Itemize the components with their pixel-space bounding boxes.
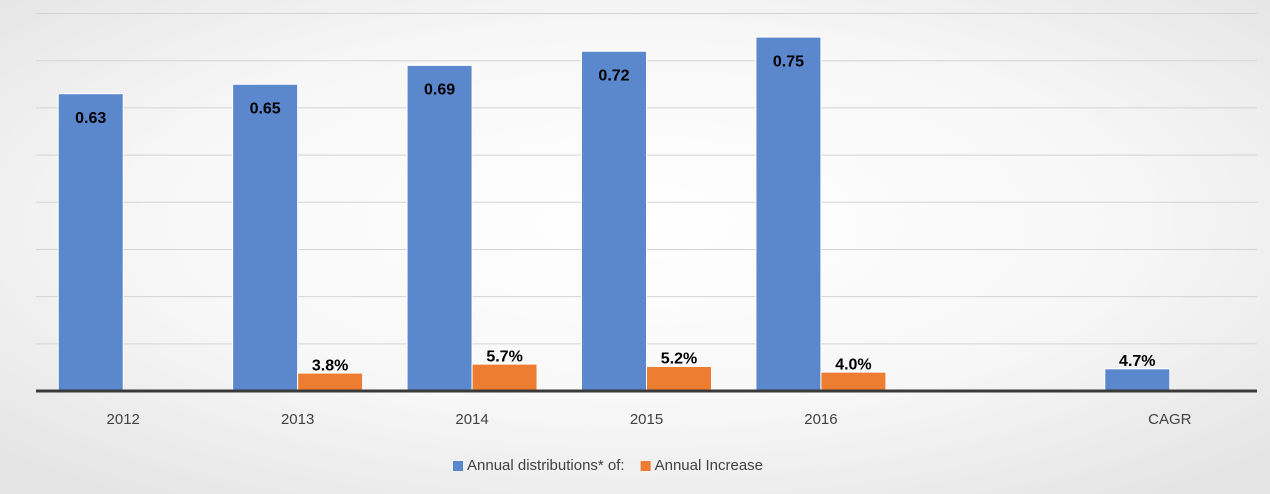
bar — [297, 372, 364, 392]
bar — [232, 83, 299, 392]
x-tick-label: 2014 — [455, 411, 488, 428]
value-label: 0.75 — [773, 53, 804, 70]
value-label: 4.7% — [1119, 353, 1155, 370]
x-tick-label: CAGR — [1148, 411, 1192, 428]
legend-label: Annual distributions* of: — [467, 457, 625, 474]
legend-swatch — [453, 461, 463, 471]
value-label: 5.2% — [661, 351, 697, 368]
bar — [57, 93, 124, 392]
bar — [755, 36, 822, 392]
bar — [581, 50, 647, 392]
value-label: 0.65 — [250, 101, 281, 118]
x-tick-label: 2013 — [281, 411, 314, 428]
value-label: 0.72 — [598, 67, 629, 84]
x-tick-label: 2012 — [107, 411, 140, 428]
bar — [646, 365, 712, 392]
value-label: 4.0% — [835, 356, 871, 373]
value-label: 0.63 — [75, 110, 106, 127]
legend-label: Annual Increase — [655, 457, 763, 474]
bar — [1104, 368, 1171, 392]
x-tick-label: 2015 — [630, 411, 663, 428]
value-label: 0.69 — [424, 82, 455, 99]
bar — [406, 64, 473, 392]
x-tick-label: 2016 — [804, 411, 837, 428]
value-label: 5.7% — [486, 348, 522, 365]
bar — [471, 363, 538, 392]
legend-swatch — [640, 461, 651, 471]
bar — [820, 371, 887, 392]
value-label: 3.8% — [312, 357, 348, 374]
